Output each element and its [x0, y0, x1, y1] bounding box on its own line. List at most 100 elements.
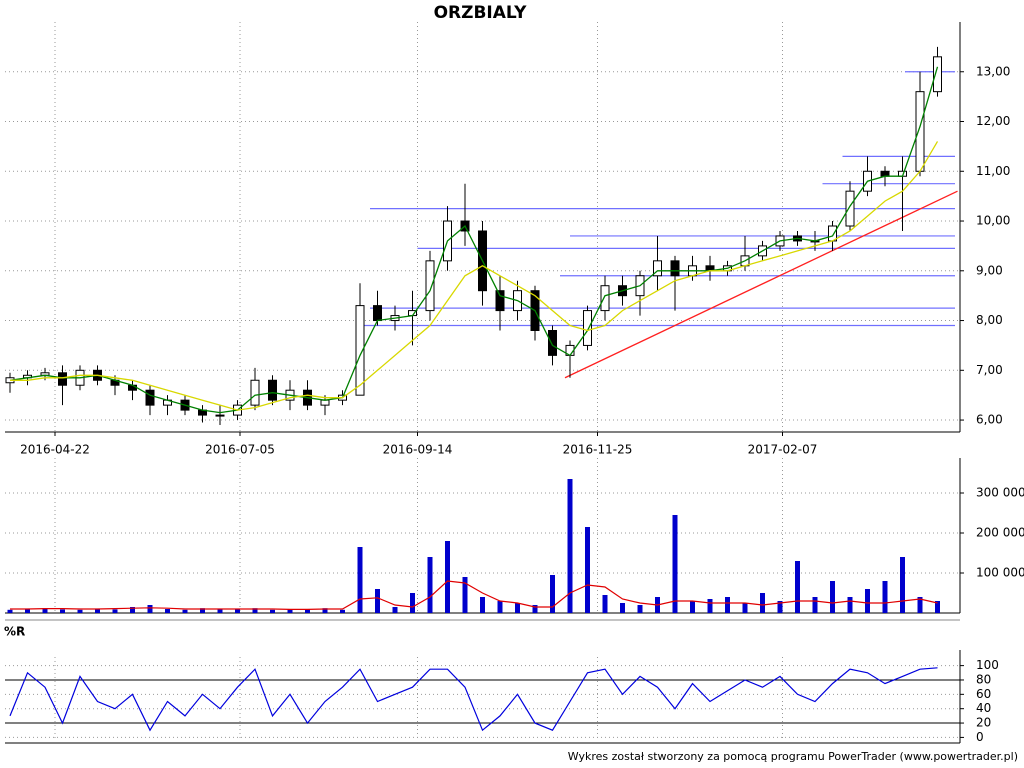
volume-bar [637, 605, 643, 613]
volume-average [10, 580, 938, 610]
y-tick-label: 200 000 [976, 526, 1024, 540]
candle-body [320, 399, 330, 406]
volume-bar [865, 589, 870, 613]
volume-bar [602, 595, 608, 613]
volume-bar [567, 479, 573, 613]
volume-bar [7, 609, 13, 613]
candle-body [250, 379, 260, 406]
y-tick-label: 7,00 [976, 363, 1003, 377]
volume-bar [497, 601, 503, 613]
volume-bar [900, 557, 905, 613]
candle-body [548, 329, 557, 356]
volume-bar [357, 547, 363, 613]
volume-bar [340, 609, 345, 613]
x-tick-label: 2016-09-14 [383, 443, 453, 457]
volume-bar [200, 608, 205, 613]
volume-bar [305, 609, 310, 613]
moving-average [10, 141, 939, 411]
volume-bar [742, 603, 748, 613]
x-tick-label: 2017-02-07 [748, 443, 818, 457]
volume-bar [847, 597, 853, 613]
candle-body [600, 285, 610, 312]
y-tick-label: 8,00 [976, 313, 1003, 327]
candle-body [583, 310, 592, 346]
volume-bar [917, 597, 923, 613]
volume-bar [725, 597, 730, 613]
y-tick-label: 6,00 [976, 413, 1003, 427]
volume-bar [165, 609, 170, 613]
volume-bar [462, 577, 468, 613]
candle-body [58, 372, 67, 386]
volume-bar [935, 601, 940, 613]
trend-line [564, 190, 958, 379]
y-tick-label: 11,00 [976, 164, 1010, 178]
volume-bar [375, 589, 380, 613]
y-tick-label: 12,00 [976, 114, 1010, 128]
volume-bar [445, 541, 450, 613]
volume-bar [620, 603, 625, 613]
y-tick-label: 100 [976, 658, 999, 672]
volume-bar [515, 603, 520, 613]
volume-bar [270, 609, 275, 613]
volume-bar [77, 609, 83, 613]
y-tick-label: 300 000 [976, 486, 1024, 500]
volume-bar [480, 597, 485, 613]
candle-body [373, 305, 382, 322]
volume-bar [235, 609, 240, 613]
volume-bar [812, 597, 818, 613]
candle-body [845, 190, 855, 227]
candle-body [933, 56, 942, 93]
panel-title: %R [4, 625, 25, 639]
volume-bar [130, 607, 135, 613]
volume-bar [287, 609, 293, 613]
volume-bar [830, 581, 835, 613]
volume-bar [147, 605, 153, 613]
moving-average [9, 66, 939, 414]
volume-bar [182, 609, 188, 613]
candle-body [355, 305, 365, 396]
volume-bar [217, 609, 223, 613]
x-tick-label: 2016-04-22 [20, 443, 90, 457]
volume-bar [427, 557, 433, 613]
volume-bar [60, 609, 65, 613]
volume-bar [25, 609, 30, 613]
y-tick-label: 20 [976, 716, 991, 730]
volume-bar [410, 593, 415, 613]
volume-bar [322, 608, 328, 613]
volume-bar [252, 608, 258, 613]
candle-body [495, 290, 505, 312]
volume-bar [585, 527, 590, 613]
x-tick-label: 2016-11-25 [563, 443, 633, 457]
candle-body [670, 260, 680, 277]
y-tick-label: 60 [976, 687, 991, 701]
y-tick-label: 10,00 [976, 214, 1010, 228]
candle-body [268, 379, 277, 401]
y-tick-label: 9,00 [976, 263, 1003, 277]
candle-body [653, 260, 662, 277]
volume-bar [707, 599, 713, 613]
candle-body [880, 170, 890, 177]
volume-bar [550, 575, 555, 613]
volume-bar [777, 601, 783, 613]
chart-title: ORZBIALY [434, 3, 527, 23]
y-tick-label: 40 [976, 701, 991, 715]
candle-body [128, 384, 137, 391]
candle-body [145, 389, 155, 406]
footer: Wykres został stworzony za pomocą progra… [568, 750, 1018, 763]
volume-bar [532, 605, 538, 613]
candle-body [915, 91, 925, 172]
volume-bar [690, 601, 695, 613]
indicator-line [9, 667, 938, 732]
volume-bar [882, 581, 888, 613]
volume-bar [95, 609, 100, 613]
candle-body [425, 260, 435, 312]
volume-bar [392, 607, 398, 613]
y-tick-label: 100 000 [976, 566, 1024, 580]
y-tick-label: 0 [976, 730, 984, 744]
volume-bar [760, 593, 765, 613]
y-tick-label: 13,00 [976, 64, 1010, 78]
candle-body [215, 414, 225, 417]
volume-bar [42, 608, 48, 613]
